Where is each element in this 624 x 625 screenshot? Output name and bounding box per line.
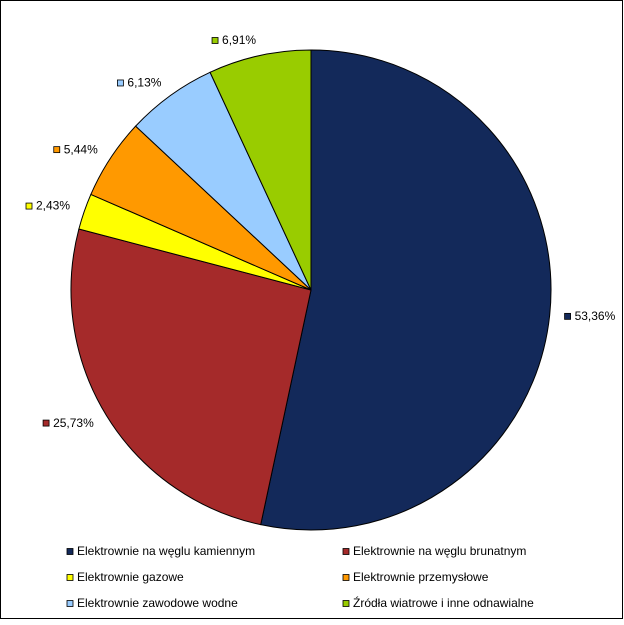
label-marker <box>53 146 61 154</box>
data-label: 6,13% <box>127 76 161 90</box>
pie-slice <box>70 228 312 526</box>
label-marker <box>211 37 219 44</box>
legend-marker <box>342 600 350 607</box>
legend-marker <box>342 548 350 555</box>
legend-label: Elektrownie gazowe <box>77 570 184 584</box>
legend-label: Elektrownie na węglu kamiennym <box>77 544 255 558</box>
data-label: 6,91% <box>222 33 256 47</box>
pie-slice <box>260 49 552 531</box>
legend-label: Elektrownie przemysłowe <box>353 570 489 584</box>
label-marker <box>564 312 571 320</box>
legend-label: Elektrownie zawodowe wodne <box>77 596 238 610</box>
label-marker <box>42 419 50 427</box>
legend-label: Elektrownie na węglu brunatnym <box>353 544 526 558</box>
data-label: 25,73% <box>53 416 94 430</box>
data-label: 5,44% <box>64 142 98 156</box>
data-label: 53,36% <box>575 309 616 323</box>
legend-marker <box>66 600 74 607</box>
label-marker <box>25 202 33 210</box>
label-marker <box>117 79 124 87</box>
legend-marker <box>66 548 74 555</box>
data-label: 2,43% <box>36 199 70 213</box>
pie-slice <box>209 49 312 291</box>
legend-marker <box>342 574 350 581</box>
legend-label: Źródła wiatrowe i inne odnawialne <box>353 595 534 610</box>
legend-marker <box>66 574 74 581</box>
